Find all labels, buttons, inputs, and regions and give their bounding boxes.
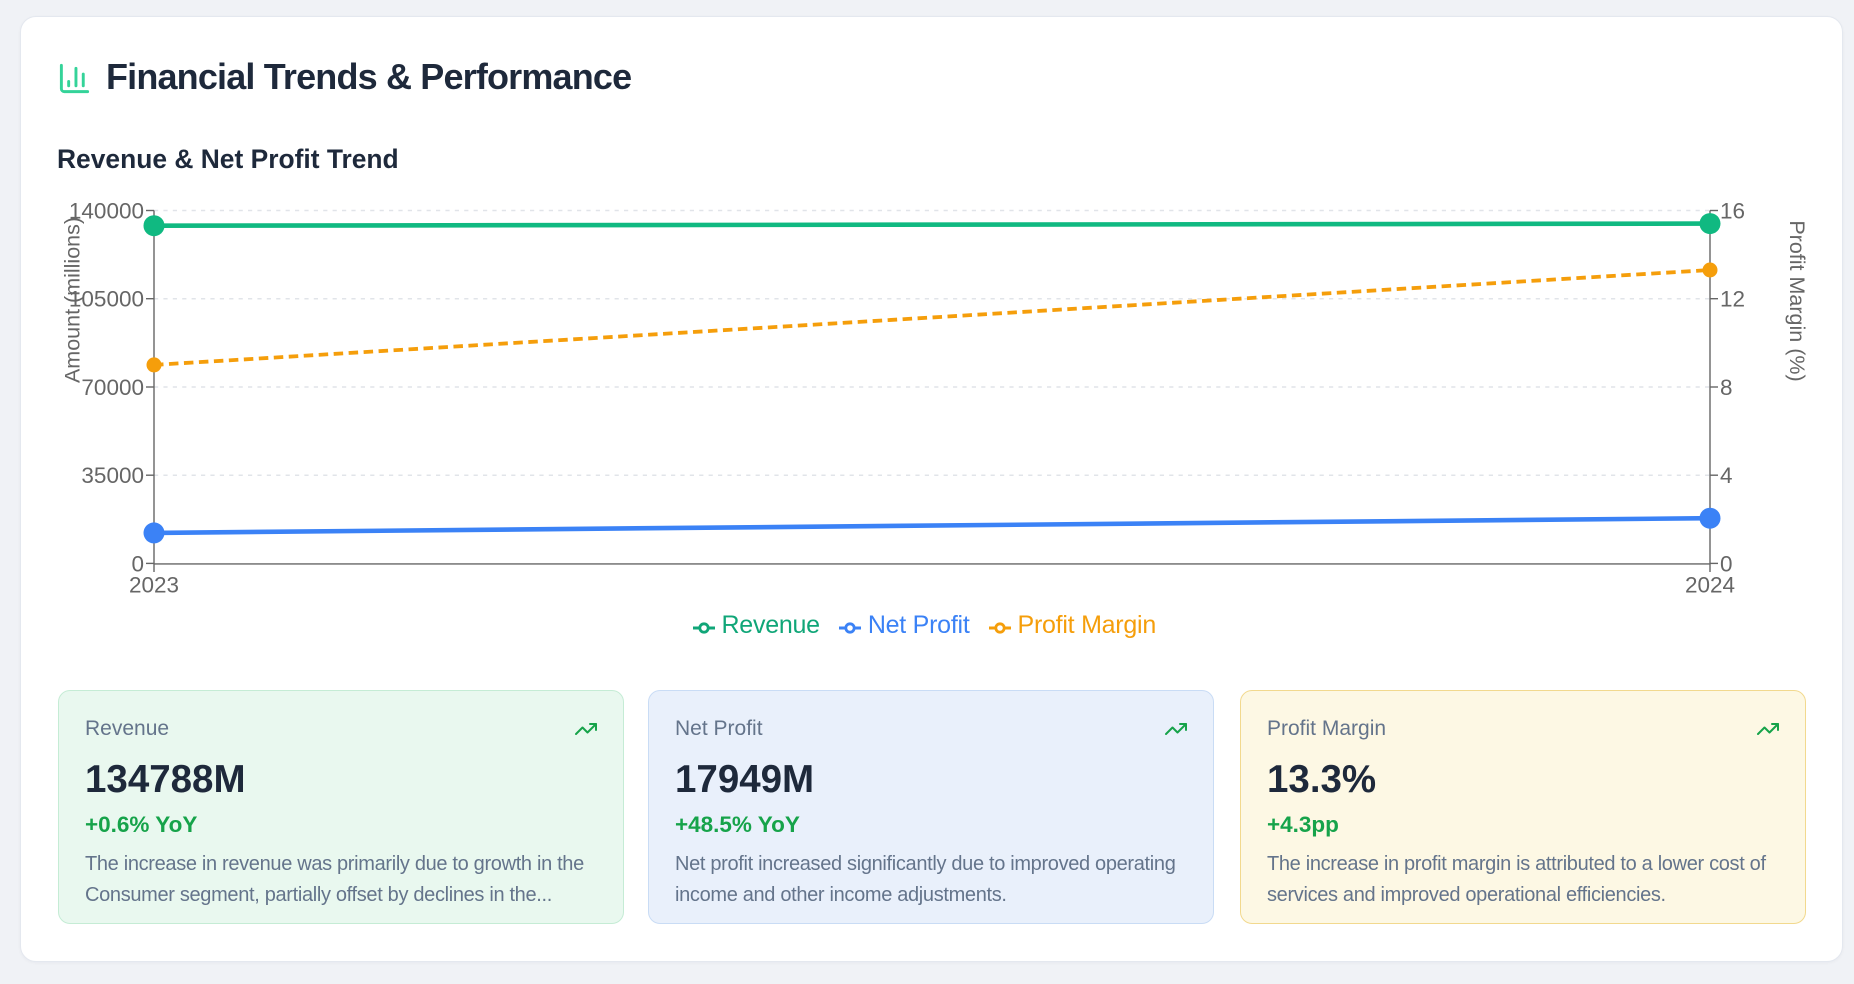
svg-text:0: 0	[1720, 551, 1733, 576]
svg-text:35000: 35000	[81, 463, 144, 488]
svg-text:2024: 2024	[1685, 573, 1735, 598]
svg-text:2023: 2023	[129, 573, 179, 598]
svg-text:70000: 70000	[81, 375, 144, 400]
svg-text:Amount (millions): Amount (millions)	[61, 217, 85, 383]
svg-text:4: 4	[1720, 463, 1733, 488]
svg-text:140000: 140000	[69, 199, 144, 224]
svg-text:16: 16	[1720, 199, 1745, 224]
svg-text:Profit Margin (%): Profit Margin (%)	[1785, 220, 1809, 381]
svg-text:105000: 105000	[69, 287, 144, 312]
svg-text:0: 0	[131, 551, 144, 576]
svg-text:12: 12	[1720, 287, 1745, 312]
svg-text:8: 8	[1720, 375, 1733, 400]
